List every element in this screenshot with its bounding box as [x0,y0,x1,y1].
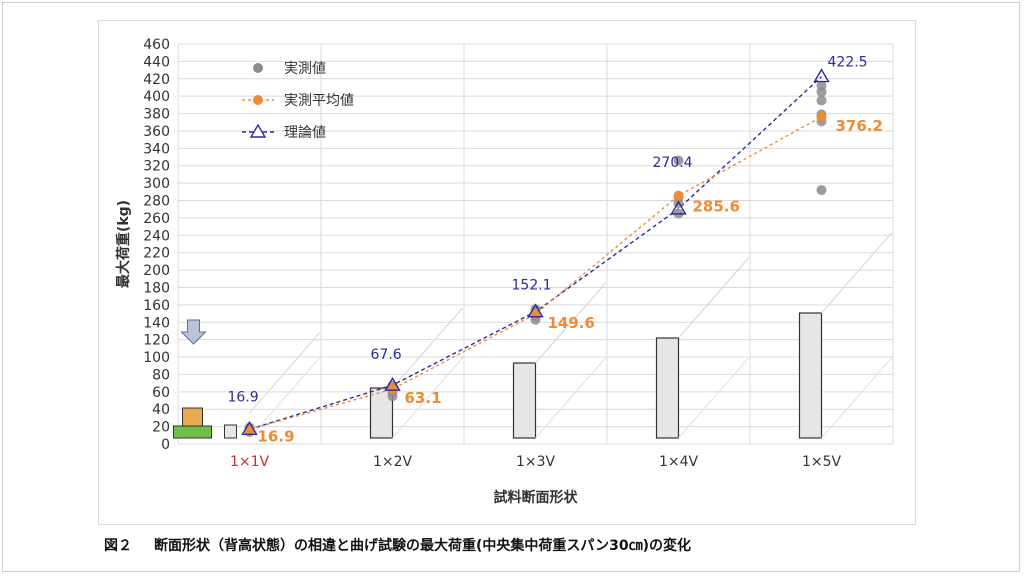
y-tick-label: 100 [143,350,170,366]
x-tick-label: 1×5V [802,454,842,470]
perspective-line [249,332,320,414]
perspective-line [392,307,463,389]
y-tick-label: 320 [143,159,170,175]
y-tick-label: 80 [152,367,170,383]
legend-marker-measured [253,63,263,73]
perspective-line [535,282,606,364]
measured-point [816,95,827,106]
legend-label: 実測平均値 [284,93,354,109]
perspective-line [392,357,463,439]
theory-value-label: 152.1 [512,278,552,294]
y-axis-label: 最大荷重(kg) [115,200,132,288]
specimen-box [369,387,394,439]
y-tick-label: 280 [143,194,170,210]
figure-caption-text: 断面形状（背高状態）の相違と曲げ試験の最大荷重(中央集中荷重スパン30㎝)の変化 [154,538,691,554]
chart-panel [98,20,916,525]
figure-number: 図２ [104,538,132,554]
y-tick-label: 460 [143,37,170,53]
legend-marker-theory [249,123,267,138]
specimen-boxes [173,232,892,439]
legend-label: 実測値 [284,61,326,77]
legend-label: 理論値 [284,125,326,141]
perspective-line [249,357,320,439]
y-tick-label: 340 [143,141,170,157]
average-point [387,384,398,395]
y-tick-label: 380 [143,107,170,123]
average-value-label: 149.6 [548,314,595,332]
specimen-box [655,337,680,439]
perspective-line [821,357,892,439]
perspective-line [535,357,606,439]
x-tick-label: 1×2V [373,454,413,470]
theory-point [813,68,830,83]
specimen-box [798,312,823,439]
specimen-box [182,407,203,427]
theory-point [241,420,258,436]
y-tick-label: 260 [143,211,170,227]
y-tick-label: 40 [152,402,170,418]
y-tick-label: 440 [143,54,170,70]
y-tick-label: 0 [161,437,170,453]
y-tick-label: 360 [143,124,170,140]
specimen-box [224,424,237,439]
measured-point [673,155,684,166]
average-value-label: 376.2 [836,117,883,135]
perspective-line [821,232,892,314]
y-tick-label: 200 [143,263,170,279]
x-tick-label: 1×3V [516,454,556,470]
y-tick-label: 240 [143,228,170,244]
y-tick-label: 120 [143,333,170,349]
y-tick-label: 180 [143,280,170,296]
measured-point [816,185,827,196]
y-tick-label: 300 [143,176,170,192]
average-value-label: 16.9 [258,427,295,445]
theory-point [527,303,544,318]
x-tick-label: 1×4V [659,454,699,470]
average-point [673,190,684,201]
legend-marker-average [253,95,263,105]
figure-caption: 図２ 断面形状（背高状態）の相違と曲げ試験の最大荷重(中央集中荷重スパン30㎝)の… [104,535,984,557]
y-tick-label: 60 [152,385,170,401]
specimen-box [512,362,537,439]
theory-value-label: 270.4 [653,155,693,171]
x-axis-label: 試料断面形状 [494,489,579,506]
series-layer [241,68,830,437]
y-tick-label: 160 [143,298,170,314]
theory-value-label: 422.5 [828,55,868,71]
theory-value-label: 16.9 [228,389,259,405]
theory-value-label: 67.6 [371,347,402,363]
y-tick-label: 140 [143,315,170,331]
average-value-label: 63.1 [405,389,442,407]
theory-point [670,200,687,215]
data-labels: 16.9 67.6 152.1 270.4 422.5 16.9 63.1 149.6 285.… [228,55,883,446]
y-tick-label: 20 [152,420,170,436]
y-tick-label: 220 [143,246,170,262]
y-tick-label: 400 [143,89,170,105]
specimen-base-box [173,425,212,439]
theory-point [384,376,401,391]
x-tick-label: 1×1V [230,454,270,470]
y-tick-label: 420 [143,72,170,88]
average-point [816,111,827,122]
measured-point [816,80,827,91]
average-value-label: 285.6 [693,198,740,216]
load-arrow-icon [180,319,207,345]
perspective-line [678,357,749,439]
perspective-line [678,257,749,339]
